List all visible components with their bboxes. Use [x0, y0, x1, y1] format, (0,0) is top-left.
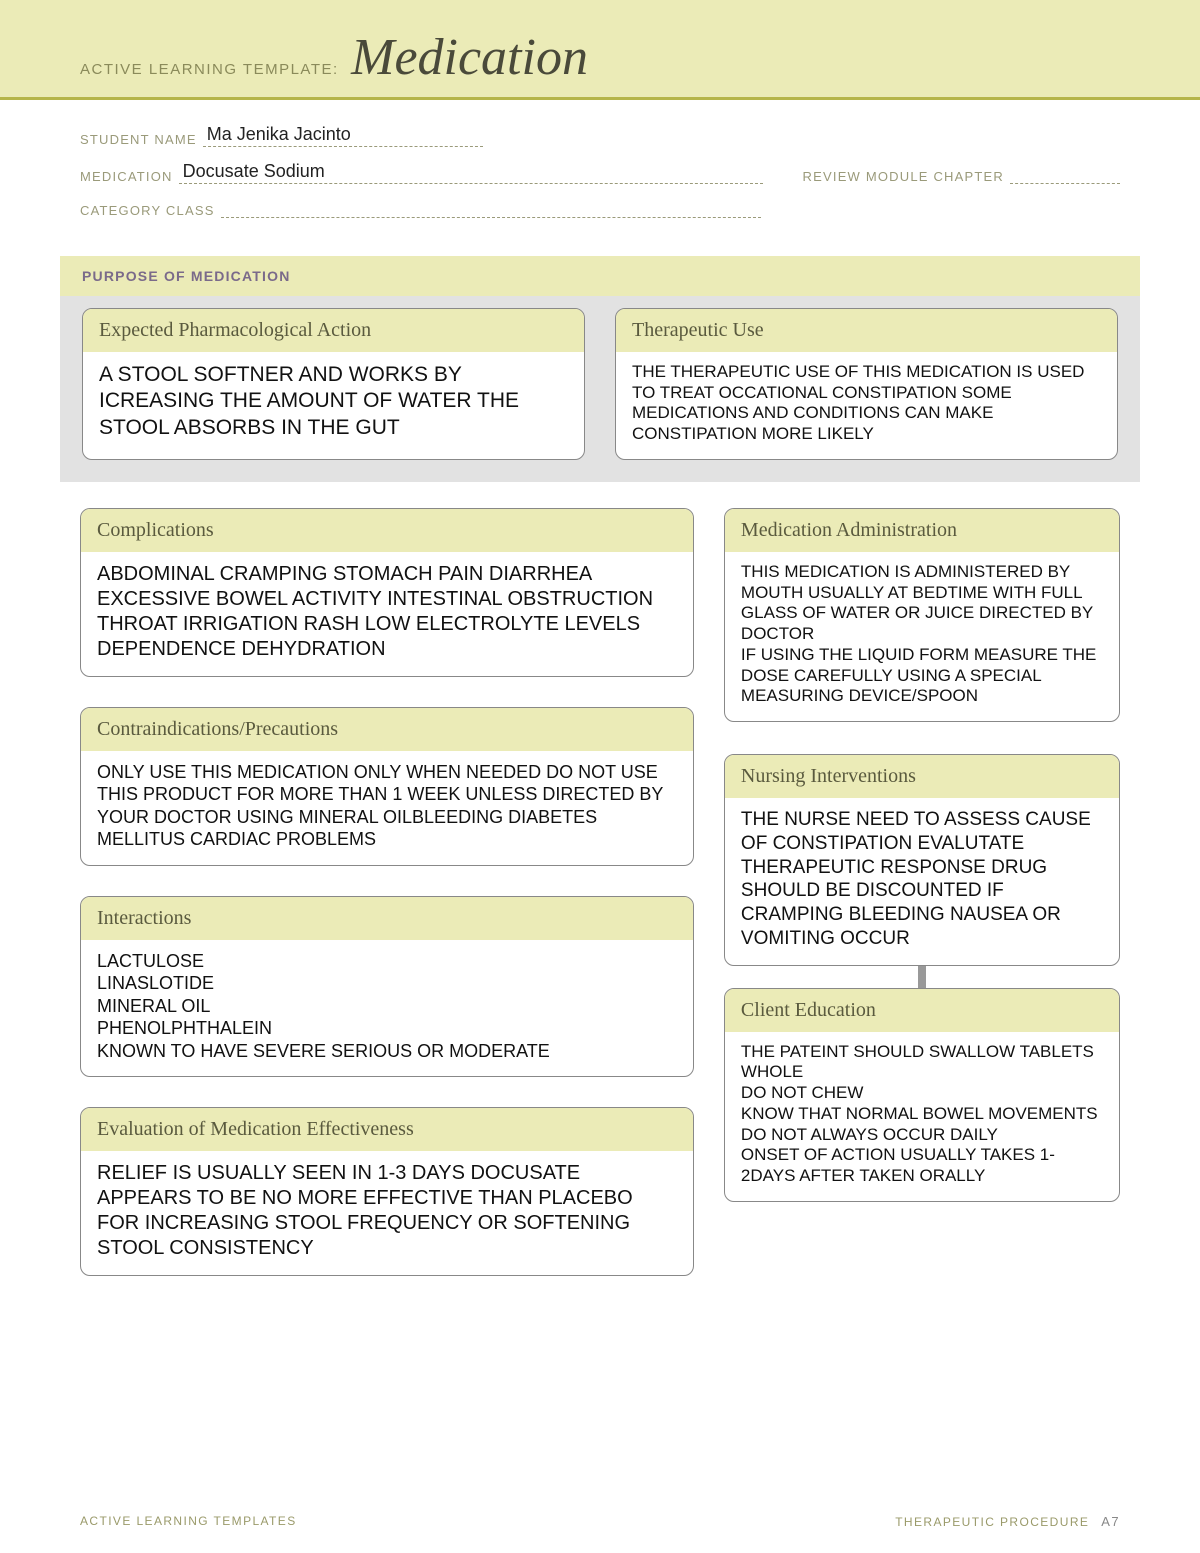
footer-page: A7	[1101, 1514, 1120, 1529]
contraindications-card: Contraindications/Precautions ONLY USE T…	[80, 707, 694, 866]
purpose-heading: PURPOSE OF MEDICATION	[60, 256, 1140, 296]
nursing-body: THE NURSE NEED TO ASSESS CAUSE OF CONSTI…	[725, 798, 1119, 965]
contraindications-body: ONLY USE THIS MEDICATION ONLY WHEN NEEDE…	[81, 751, 693, 865]
education-body: THE PATEINT SHOULD SWALLOW TABLETS WHOLE…	[725, 1032, 1119, 1201]
expected-action-title: Expected Pharmacological Action	[83, 309, 584, 352]
header-prefix: ACTIVE LEARNING TEMPLATE:	[80, 61, 339, 78]
review-field: REVIEW MODULE CHAPTER	[803, 164, 1120, 184]
connector-line	[918, 966, 926, 988]
header-title: Medication	[351, 28, 588, 87]
lower-grid: Complications ABDOMINAL CRAMPING STOMACH…	[0, 482, 1200, 1277]
interactions-title: Interactions	[81, 897, 693, 940]
therapeutic-use-body: THE THERAPEUTIC USE OF THIS MEDICATION I…	[616, 352, 1117, 459]
page: ACTIVE LEARNING TEMPLATE: Medication STU…	[0, 0, 1200, 1553]
expected-action-card: Expected Pharmacological Action A STOOL …	[82, 308, 585, 460]
education-card: Client Education THE PATEINT SHOULD SWAL…	[724, 988, 1120, 1202]
footer-left: ACTIVE LEARNING TEMPLATES	[80, 1514, 297, 1529]
contraindications-title: Contraindications/Precautions	[81, 708, 693, 751]
complications-title: Complications	[81, 509, 693, 552]
complications-body: ABDOMINAL CRAMPING STOMACH PAIN DIARRHEA…	[81, 552, 693, 676]
header-band: ACTIVE LEARNING TEMPLATE: Medication	[0, 0, 1200, 100]
footer-right: THERAPEUTIC PROCEDURE	[895, 1515, 1089, 1529]
student-name-value: Ma Jenika Jacinto	[207, 124, 351, 144]
category-field: CATEGORY CLASS	[80, 198, 761, 218]
therapeutic-use-title: Therapeutic Use	[616, 309, 1117, 352]
education-title: Client Education	[725, 989, 1119, 1032]
medication-field: MEDICATION Docusate Sodium	[80, 161, 763, 184]
administration-title: Medication Administration	[725, 509, 1119, 552]
evaluation-title: Evaluation of Medication Effectiveness	[81, 1108, 693, 1151]
administration-card: Medication Administration THIS MEDICATIO…	[724, 508, 1120, 722]
footer: ACTIVE LEARNING TEMPLATES THERAPEUTIC PR…	[80, 1514, 1120, 1529]
purpose-section: PURPOSE OF MEDICATION Expected Pharmacol…	[60, 256, 1140, 482]
interactions-card: Interactions LACTULOSE LINASLOTIDE MINER…	[80, 896, 694, 1078]
complications-card: Complications ABDOMINAL CRAMPING STOMACH…	[80, 508, 694, 677]
right-column: Medication Administration THIS MEDICATIO…	[724, 508, 1120, 1277]
category-label: CATEGORY CLASS	[80, 203, 221, 218]
left-column: Complications ABDOMINAL CRAMPING STOMACH…	[80, 508, 694, 1277]
student-name-label: STUDENT NAME	[80, 132, 203, 147]
medication-value: Docusate Sodium	[183, 161, 325, 181]
student-name-field: STUDENT NAME Ma Jenika Jacinto	[80, 124, 483, 147]
meta-block: STUDENT NAME Ma Jenika Jacinto MEDICATIO…	[0, 100, 1200, 242]
evaluation-body: RELIEF IS USUALLY SEEN IN 1-3 DAYS DOCUS…	[81, 1151, 693, 1275]
interactions-body: LACTULOSE LINASLOTIDE MINERAL OIL PHENOL…	[81, 940, 693, 1077]
evaluation-card: Evaluation of Medication Effectiveness R…	[80, 1107, 694, 1276]
nursing-title: Nursing Interventions	[725, 755, 1119, 798]
administration-body: THIS MEDICATION IS ADMINISTERED BY MOUTH…	[725, 552, 1119, 721]
expected-action-body: A STOOL SOFTNER AND WORKS BY ICREASING T…	[83, 352, 584, 455]
review-label: REVIEW MODULE CHAPTER	[803, 169, 1010, 184]
nursing-card: Nursing Interventions THE NURSE NEED TO …	[724, 754, 1120, 966]
therapeutic-use-card: Therapeutic Use THE THERAPEUTIC USE OF T…	[615, 308, 1118, 460]
medication-label: MEDICATION	[80, 169, 179, 184]
